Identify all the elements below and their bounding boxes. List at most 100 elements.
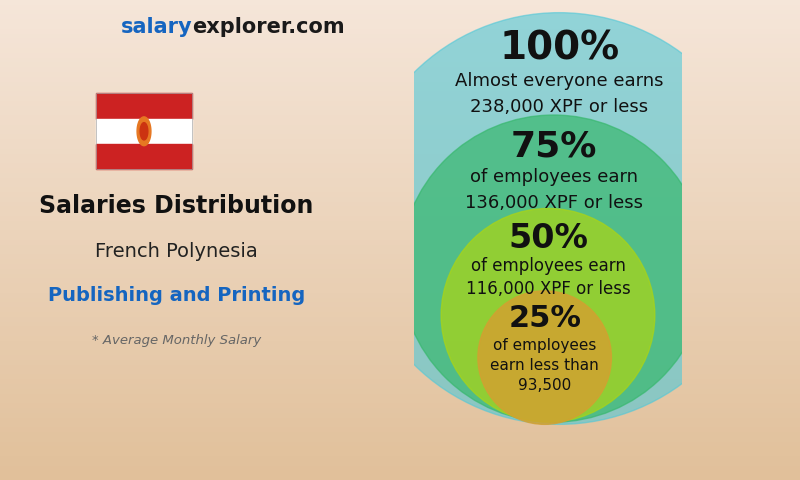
Bar bbox=[0, 53, 800, 58]
Bar bbox=[0, 466, 800, 470]
Bar bbox=[0, 5, 800, 10]
Bar bbox=[0, 125, 800, 130]
Bar bbox=[0, 302, 800, 307]
Bar bbox=[0, 398, 800, 403]
Bar bbox=[96, 93, 192, 169]
Bar bbox=[0, 38, 800, 43]
Bar bbox=[0, 211, 800, 216]
Text: French Polynesia: French Polynesia bbox=[95, 242, 258, 262]
Bar bbox=[0, 288, 800, 293]
Bar bbox=[0, 317, 800, 322]
Bar bbox=[0, 379, 800, 384]
Text: 25%: 25% bbox=[508, 304, 581, 333]
Text: 116,000 XPF or less: 116,000 XPF or less bbox=[466, 280, 630, 298]
Bar bbox=[0, 250, 800, 254]
Bar bbox=[96, 119, 192, 144]
Bar bbox=[0, 48, 800, 53]
Bar bbox=[0, 374, 800, 379]
Bar bbox=[0, 235, 800, 240]
Bar bbox=[0, 442, 800, 446]
Bar bbox=[0, 182, 800, 187]
Bar bbox=[0, 221, 800, 226]
Bar bbox=[0, 34, 800, 38]
Bar bbox=[0, 115, 800, 120]
Bar bbox=[0, 173, 800, 178]
Bar bbox=[0, 77, 800, 82]
Text: 50%: 50% bbox=[508, 222, 588, 255]
Circle shape bbox=[400, 115, 707, 422]
Circle shape bbox=[354, 12, 765, 424]
Bar bbox=[0, 331, 800, 336]
Bar bbox=[0, 312, 800, 317]
Bar bbox=[0, 293, 800, 298]
Bar bbox=[0, 350, 800, 355]
Text: Publishing and Printing: Publishing and Printing bbox=[48, 286, 306, 305]
Bar bbox=[0, 134, 800, 139]
Text: 100%: 100% bbox=[499, 29, 619, 67]
Bar bbox=[0, 110, 800, 115]
Bar bbox=[0, 322, 800, 326]
Bar bbox=[0, 341, 800, 346]
Bar bbox=[0, 96, 800, 101]
Text: 75%: 75% bbox=[510, 130, 597, 164]
Bar bbox=[0, 408, 800, 413]
Text: 136,000 XPF or less: 136,000 XPF or less bbox=[465, 194, 642, 212]
Bar bbox=[0, 307, 800, 312]
Polygon shape bbox=[137, 117, 151, 145]
Bar bbox=[0, 206, 800, 211]
Bar bbox=[0, 72, 800, 77]
Bar bbox=[0, 158, 800, 163]
Bar bbox=[0, 43, 800, 48]
Bar bbox=[0, 437, 800, 442]
Bar bbox=[0, 451, 800, 456]
Bar bbox=[0, 101, 800, 106]
Bar bbox=[0, 446, 800, 451]
Bar bbox=[0, 178, 800, 182]
Bar bbox=[0, 384, 800, 389]
Bar bbox=[0, 389, 800, 394]
Bar bbox=[0, 264, 800, 269]
Bar bbox=[0, 432, 800, 437]
Bar bbox=[0, 240, 800, 245]
Bar bbox=[0, 130, 800, 134]
Bar bbox=[0, 120, 800, 125]
Bar bbox=[0, 360, 800, 365]
Bar bbox=[0, 14, 800, 19]
Text: 93,500: 93,500 bbox=[518, 378, 571, 393]
Bar bbox=[0, 365, 800, 370]
Bar bbox=[0, 427, 800, 432]
Bar bbox=[0, 216, 800, 221]
Bar bbox=[0, 259, 800, 264]
Bar bbox=[0, 24, 800, 29]
Bar bbox=[0, 91, 800, 96]
Bar bbox=[0, 106, 800, 110]
Bar bbox=[0, 144, 800, 149]
Bar bbox=[0, 394, 800, 398]
Bar bbox=[0, 168, 800, 173]
Text: earn less than: earn less than bbox=[490, 358, 599, 372]
Bar bbox=[0, 245, 800, 250]
Circle shape bbox=[478, 291, 611, 424]
Bar bbox=[0, 470, 800, 475]
Bar bbox=[0, 86, 800, 91]
Bar bbox=[0, 278, 800, 283]
Text: salary: salary bbox=[120, 17, 192, 37]
Bar bbox=[0, 403, 800, 408]
Bar bbox=[0, 274, 800, 278]
Bar bbox=[0, 346, 800, 350]
Bar bbox=[0, 10, 800, 14]
Bar bbox=[0, 461, 800, 466]
Bar bbox=[0, 298, 800, 302]
Bar bbox=[0, 62, 800, 67]
Bar bbox=[0, 187, 800, 192]
Text: 238,000 XPF or less: 238,000 XPF or less bbox=[470, 98, 648, 116]
Bar bbox=[0, 58, 800, 62]
Text: of employees: of employees bbox=[493, 337, 596, 353]
Text: of employees earn: of employees earn bbox=[470, 257, 626, 276]
Bar bbox=[96, 144, 192, 169]
Bar bbox=[0, 456, 800, 461]
Bar bbox=[0, 197, 800, 202]
Bar bbox=[0, 230, 800, 235]
Bar bbox=[0, 355, 800, 360]
Bar bbox=[0, 269, 800, 274]
